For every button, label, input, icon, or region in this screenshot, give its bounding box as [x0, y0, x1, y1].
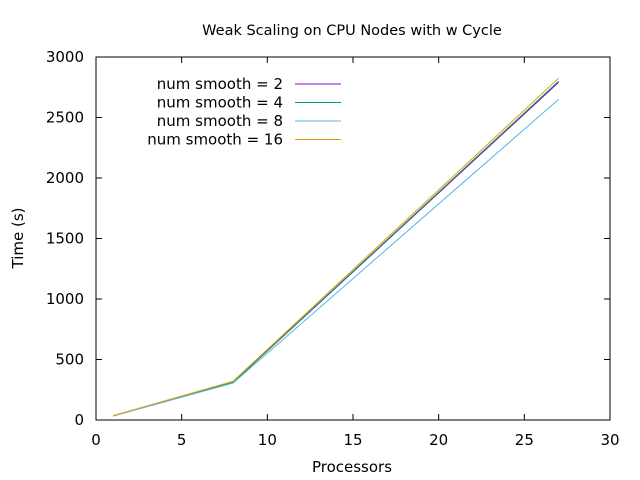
x-tick-label: 30 — [600, 431, 619, 449]
y-tick-label: 1000 — [46, 290, 84, 308]
x-tick-label: 5 — [177, 431, 187, 449]
legend-label: num smooth = 8 — [157, 112, 283, 130]
x-tick-label: 0 — [91, 431, 101, 449]
y-tick-label: 0 — [74, 411, 84, 429]
plot-frame — [95, 56, 611, 421]
x-tick-label: 10 — [258, 431, 277, 449]
x-tick-label: 25 — [515, 431, 534, 449]
y-tick-label: 500 — [55, 351, 84, 369]
axis-ticks: 0 5 10 15 20 25 30 0 500 1000 1500 2000 2500 3000 — [46, 48, 620, 449]
x-axis-label: Processors — [312, 458, 392, 476]
y-tick-label: 1500 — [46, 230, 84, 248]
legend-label: num smooth = 4 — [157, 94, 283, 112]
series-line — [112, 98, 559, 417]
chart-title: Weak Scaling on CPU Nodes with w Cycle — [202, 23, 502, 39]
legend-label: num smooth = 2 — [157, 75, 283, 93]
series-line — [112, 77, 559, 417]
series-group — [112, 77, 559, 417]
x-tick-label: 20 — [429, 431, 448, 449]
y-axis-label: Time (s) — [9, 208, 27, 270]
y-tick-label: 2500 — [46, 109, 84, 127]
y-tick-label: 2000 — [46, 169, 84, 187]
x-tick-label: 15 — [343, 431, 362, 449]
y-tick-label: 3000 — [46, 48, 84, 66]
legend-label: num smooth = 16 — [147, 131, 283, 149]
